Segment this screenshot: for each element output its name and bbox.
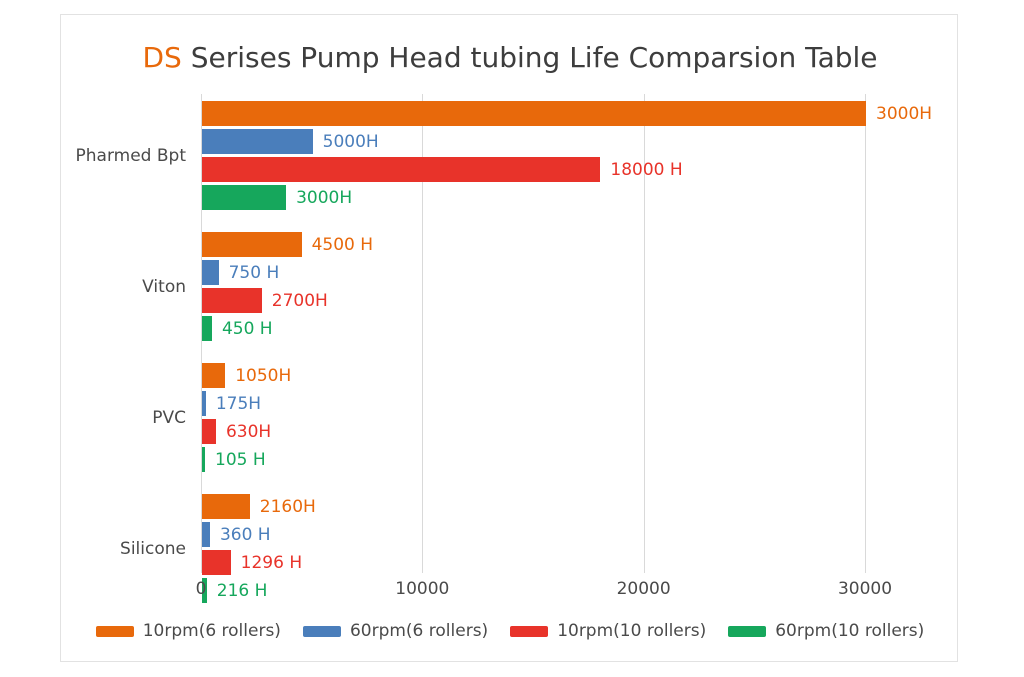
y-axis-line [201, 94, 202, 573]
legend-swatch-icon [302, 625, 341, 637]
bar-row: 105 H [201, 447, 1024, 472]
bar[interactable] [202, 578, 207, 603]
bar-row: 216 H [201, 578, 1024, 603]
x-tick-label: 30000 [837, 579, 893, 599]
gridline-10000 [422, 94, 424, 573]
bar-value-label: 2160H [259, 496, 316, 517]
bar[interactable] [202, 550, 231, 575]
legend-swatch-icon [510, 625, 549, 637]
bar-value-label: 18000 H [610, 159, 683, 180]
legend-item[interactable]: 10rpm(6 rollers) [95, 621, 281, 641]
bar[interactable] [202, 363, 226, 388]
legend-label: 60rpm(6 rollers) [349, 621, 489, 641]
bar-row: 18000 H [201, 157, 1024, 182]
legend-label: 60rpm(10 rollers) [775, 621, 925, 641]
bar[interactable] [202, 232, 302, 257]
bar[interactable] [202, 101, 866, 126]
bar-value-label: 750 H [228, 262, 280, 283]
legend-item[interactable]: 60rpm(6 rollers) [302, 621, 489, 641]
bar-row: 4500 H [201, 232, 1024, 257]
bar[interactable] [202, 316, 212, 341]
bar-value-label: 216 H [216, 580, 268, 601]
bar[interactable] [202, 391, 206, 416]
title-accent: DS [142, 41, 182, 74]
bar-row: 3000H [201, 101, 1024, 126]
bar[interactable] [202, 157, 601, 182]
bar-value-label: 5000H [322, 131, 379, 152]
bar-row: 360 H [201, 522, 1024, 547]
bar-group: 1050H 175H 630H 105 H [201, 363, 1024, 472]
legend-item[interactable]: 60rpm(10 rollers) [728, 621, 924, 641]
bar[interactable] [202, 494, 250, 519]
bar[interactable] [202, 419, 216, 444]
x-tick-label: 20000 [616, 579, 671, 599]
bar[interactable] [202, 447, 205, 472]
bar-value-label: 3000H [296, 187, 353, 208]
bar-value-label: 1296 H [240, 552, 303, 573]
bar-group: 3000H 5000H 18000 H 3000H [201, 101, 1024, 210]
legend-label: 10rpm(6 rollers) [142, 621, 281, 641]
bar-value-label: 105 H [215, 449, 266, 470]
bar[interactable] [202, 522, 210, 547]
bar[interactable] [202, 129, 313, 154]
bar-row: 3000H [201, 185, 1024, 210]
bar-row: 5000H [201, 129, 1024, 154]
x-axis-tick-labels: 0 10000 20000 30000 [196, 579, 892, 605]
x-tick-label: 0 [195, 579, 207, 599]
bar[interactable] [202, 185, 287, 210]
bar-row: 2700H [201, 288, 1024, 313]
bar-value-label: 175H [215, 393, 262, 414]
bar-row: 2160H [201, 494, 1024, 519]
bar-row: 175H [201, 391, 1024, 416]
legend-item[interactable]: 10rpm(10 rollers) [510, 621, 706, 641]
chart-legend: 10rpm(6 rollers) 60rpm(6 rollers) 10rpm(10… [61, 621, 959, 641]
category-label: PVC [152, 407, 186, 428]
bar-value-label: 3000H [876, 103, 933, 124]
bar-value-label: 450 H [221, 318, 273, 339]
legend-swatch-icon [728, 625, 767, 637]
bar-row: 1050H [201, 363, 1024, 388]
bar-value-label: 360 H [219, 524, 271, 545]
y-axis-category-labels: Pharmed Bpt Viton PVC Silicone [61, 94, 186, 573]
gridline-30000 [865, 94, 866, 573]
category-label: Viton [142, 276, 186, 297]
bar[interactable] [202, 260, 219, 285]
legend-swatch-icon [95, 625, 134, 637]
x-tick-label: 10000 [395, 579, 450, 599]
gridline-20000 [643, 94, 645, 573]
bar-row: 1296 H [201, 550, 1024, 575]
title-rest: Serises Pump Head tubing Life Comparsion… [181, 41, 878, 74]
bar-group: 2160H 360 H 1296 H 216 H [201, 494, 1024, 603]
category-label: Pharmed Bpt [75, 145, 186, 166]
bar-row: 750 H [201, 260, 1024, 285]
bar-value-label: 4500 H [311, 234, 374, 255]
category-label: Silicone [120, 538, 186, 559]
bar-value-label: 2700H [271, 290, 328, 311]
bar-row: 630H [201, 419, 1024, 444]
bar[interactable] [202, 288, 262, 313]
legend-label: 10rpm(10 rollers) [557, 621, 707, 641]
bar-group: 4500 H 750 H 2700H 450 H [201, 232, 1024, 341]
plot-area: 3000H 5000H 18000 H 3000H 4500 H 750 H 2700H 45… [201, 94, 932, 603]
bar-row: 450 H [201, 316, 1024, 341]
chart-title: DS Serises Pump Head tubing Life Compars… [61, 41, 959, 74]
chart-figure: DS Serises Pump Head tubing Life Compars… [60, 14, 958, 662]
bar-value-label: 1050H [235, 365, 292, 386]
bar-value-label: 630H [225, 421, 272, 442]
